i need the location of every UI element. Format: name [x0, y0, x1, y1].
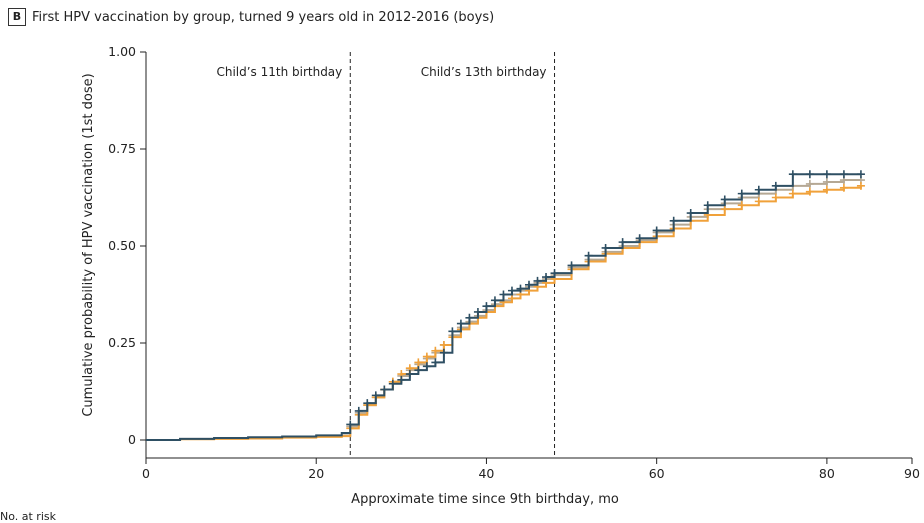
censor-marker: [533, 276, 542, 285]
y-axis-label: Cumulative probability of HPV vaccinatio…: [81, 73, 96, 416]
censor-marker: [635, 234, 644, 243]
censor-marker: [805, 170, 814, 179]
censor-marker: [856, 181, 865, 190]
censor-marker: [856, 170, 865, 179]
censor-marker: [737, 189, 746, 198]
censor-marker: [754, 197, 763, 206]
censor-marker: [482, 302, 491, 311]
censor-marker: [839, 170, 848, 179]
censor-marker: [448, 327, 457, 336]
censor-marker: [822, 185, 831, 194]
x-tick-label: 20: [308, 466, 324, 481]
x-tick-label: 40: [478, 466, 494, 481]
panel-letter-badge: B: [8, 8, 26, 26]
censor-marker: [473, 307, 482, 316]
censor-marker: [465, 313, 474, 322]
censor-marker: [422, 352, 431, 361]
censor-marker: [652, 226, 661, 235]
censor-marker: [499, 290, 508, 299]
y-tick-label: 0.25: [108, 335, 136, 350]
y-tick-label: 1.00: [108, 44, 136, 59]
series-group: [146, 170, 865, 441]
censor-marker: [686, 209, 695, 218]
x-tick-label: 0: [142, 466, 150, 481]
censor-marker: [388, 379, 397, 388]
censor-marker: [822, 177, 831, 186]
censor-marker: [490, 296, 499, 305]
panel-header: B First HPV vaccination by group, turned…: [8, 6, 494, 28]
series-line: [146, 185, 862, 441]
censor-marker: [363, 399, 372, 408]
censor-marker: [822, 170, 831, 179]
censor-marker: [380, 385, 389, 394]
y-tick-label: 0.75: [108, 141, 136, 156]
x-axis-label: Approximate time since 9th birthday, mo: [351, 492, 619, 507]
censor-marker: [703, 201, 712, 210]
censor-marker: [601, 243, 610, 252]
censor-marker: [354, 406, 363, 415]
censor-marker: [788, 170, 797, 179]
x-tick-label: 60: [649, 466, 665, 481]
censor-marker: [516, 284, 525, 293]
censor-marker: [720, 205, 729, 214]
censor-marker: [839, 183, 848, 192]
censor-marker: [431, 358, 440, 367]
censor-marker: [397, 375, 406, 384]
censor-marker: [346, 420, 355, 429]
censor-marker: [507, 286, 516, 295]
reference-lines-group: Child’s 11th birthday Child’s 13th birthd…: [216, 52, 556, 458]
censor-marker: [618, 238, 627, 247]
number-at-risk-label: No. at risk: [0, 510, 56, 523]
axes-group: 0 0.25 0.50 0.75 1.00 0 20 40 60 80 90: [108, 44, 920, 481]
censor-marker: [414, 358, 423, 367]
censor-marker: [720, 195, 729, 204]
censor-marker: [737, 201, 746, 210]
chart-title: First HPV vaccination by group, turned 9…: [32, 9, 495, 25]
censor-marker: [550, 269, 559, 278]
y-tick-label: 0: [128, 432, 136, 447]
censor-marker: [414, 366, 423, 375]
x-tick-label: 80: [819, 466, 835, 481]
censor-marker: [754, 185, 763, 194]
censor-marker: [431, 346, 440, 355]
series-line: [146, 179, 861, 441]
censor-marker: [525, 280, 533, 289]
censor-marker: [456, 319, 465, 328]
censor-marker: [788, 189, 797, 198]
censor-marker: [371, 391, 380, 400]
censor-marker: [439, 340, 448, 349]
censor-marker: [405, 370, 414, 379]
censor-marker: [422, 362, 431, 371]
y-tick-label: 0.50: [108, 238, 136, 253]
censor-marker: [542, 273, 551, 282]
x-tick-label: 90: [904, 466, 920, 481]
censor-marker: [771, 193, 780, 202]
censor-marker: [439, 348, 448, 357]
censor-marker: [771, 181, 780, 190]
censor-marker: [567, 261, 576, 270]
series-line: [146, 173, 861, 441]
censor-marker: [805, 187, 814, 196]
reference-line-label: Child’s 11th birthday: [216, 65, 342, 79]
censor-marker: [584, 251, 593, 260]
censor-marker: [805, 179, 814, 188]
censor-marker: [669, 216, 678, 225]
censor-marker: [507, 294, 516, 303]
reference-line-label: Child’s 13th birthday: [421, 65, 547, 79]
